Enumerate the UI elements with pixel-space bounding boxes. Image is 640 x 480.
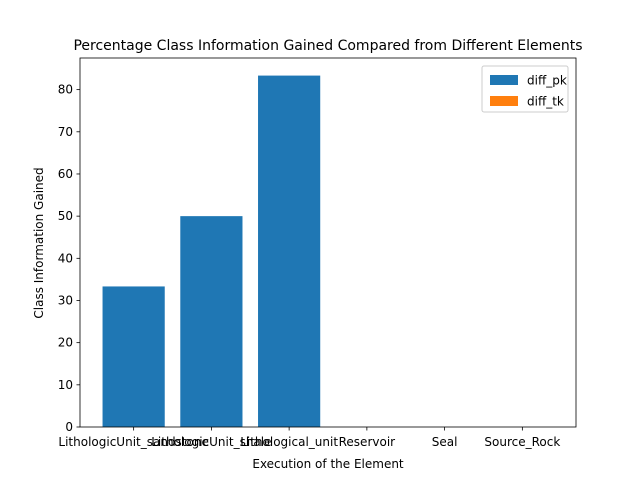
bar-diff_pk-1 [180, 216, 243, 427]
bar-diff_pk-2 [258, 75, 321, 428]
y-tick-label: 50 [58, 209, 73, 223]
y-tick-label: 10 [58, 378, 73, 392]
y-tick-label: 20 [58, 336, 73, 350]
legend-label-diff_tk: diff_tk [527, 95, 564, 109]
y-tick-label: 40 [58, 251, 73, 265]
legend: diff_pk diff_tk [481, 65, 569, 113]
bars-group [102, 75, 321, 428]
legend-swatch-diff_tk [490, 96, 518, 106]
x-axis-label: Execution of the Element [252, 457, 404, 471]
y-axis-label: Class Information Gained [32, 167, 46, 318]
axes-group: 0 10 20 30 40 50 60 70 80 LithologicUnit_sandston… [58, 57, 577, 449]
y-tick-label: 70 [58, 125, 73, 139]
plot-frame [79, 57, 577, 428]
x-tick-label: Reservoir [339, 435, 396, 449]
x-tick-label: Lithological_unit [240, 435, 338, 449]
legend-swatch-diff_pk [490, 75, 518, 85]
x-tick-label: Seal [432, 435, 458, 449]
x-tick-label: LithologicUnit_sandstone [58, 435, 208, 449]
legend-label-diff_pk: diff_pk [527, 74, 567, 88]
y-tick-label: 60 [58, 167, 73, 181]
y-tick-label: 0 [65, 420, 73, 434]
y-tick-label: 80 [58, 83, 73, 97]
bar-diff_pk-0 [102, 286, 165, 427]
y-tick-label: 30 [58, 293, 73, 307]
x-tick-label: LithologicUnit_shale [151, 435, 271, 449]
x-tick-label: Source_Rock [484, 435, 560, 449]
chart-title: Percentage Class Information Gained Comp… [73, 38, 582, 54]
